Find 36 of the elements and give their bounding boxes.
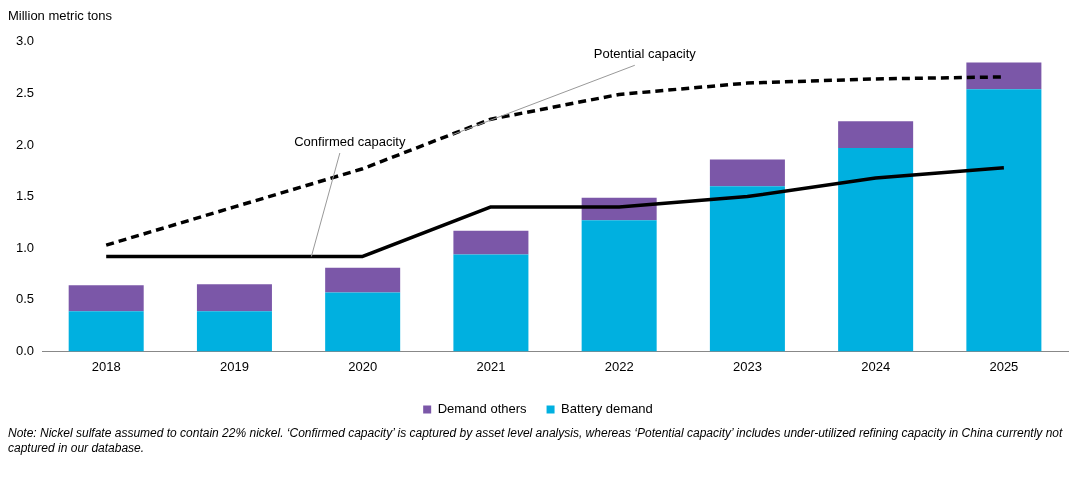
text: Note: Nickel sulfate assumed to contain 22% nickel. ‘Confirmed capacity’ is captured by asset level analysis, whereas ‘Potential capacity’ includes under-utilized refining capacity in China currently not captured in our database. <box>8 426 1064 456</box>
bar <box>709 159 785 187</box>
x-tick-label: 2020 <box>348 358 378 374</box>
bar <box>966 89 1042 352</box>
text: Confirmed capacity <box>294 134 406 150</box>
y-tick-label: 1.0 <box>15 239 35 255</box>
x-tick-label: 2024 <box>861 358 891 374</box>
y-tick-label: 3.0 <box>15 33 35 49</box>
text: Potential capacity <box>593 46 697 62</box>
x-tick-label: 2022 <box>604 358 634 374</box>
bar <box>709 186 785 352</box>
bar <box>325 267 401 293</box>
y-tick-label: 2.0 <box>15 136 35 152</box>
bar <box>453 230 529 255</box>
bar <box>68 311 144 352</box>
legend-label: Demand others <box>437 401 528 417</box>
bar <box>453 254 529 352</box>
bar <box>325 292 401 352</box>
legend-label: Battery demand <box>561 401 653 417</box>
bar <box>196 284 272 312</box>
bar <box>68 285 144 312</box>
bar <box>838 121 914 149</box>
y-tick-label: 0.5 <box>15 291 35 307</box>
bar <box>838 148 914 352</box>
x-tick-label: 2019 <box>219 358 249 374</box>
y-tick-label: 2.5 <box>15 84 35 100</box>
y-tick-label: 0.0 <box>15 342 35 358</box>
x-tick-label: 2018 <box>91 358 121 374</box>
bar <box>196 311 272 352</box>
x-tick-label: 2025 <box>989 358 1019 374</box>
bar <box>966 62 1042 90</box>
y-axis-title: Million metric tons <box>8 8 114 25</box>
x-tick-label: 2021 <box>476 358 506 374</box>
bar <box>581 220 657 352</box>
x-tick-label: 2023 <box>732 358 762 374</box>
y-tick-label: 1.5 <box>15 188 35 204</box>
